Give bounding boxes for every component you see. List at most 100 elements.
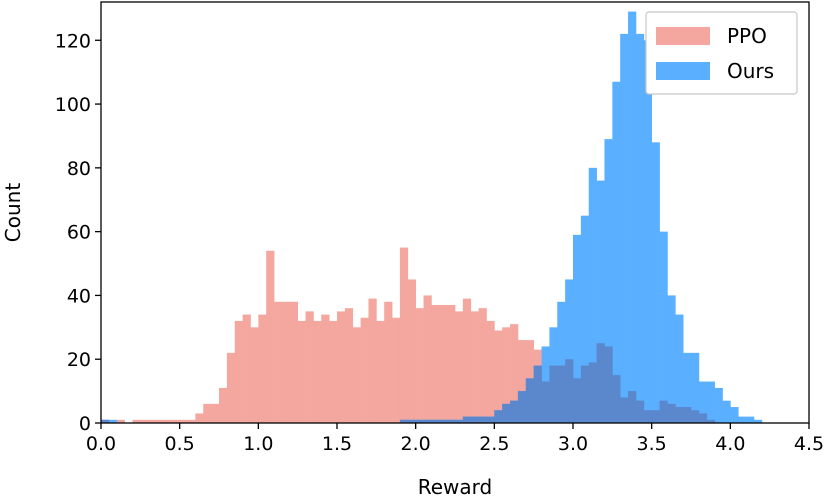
plot-frame — [100, 1, 810, 424]
overlap-bar — [620, 397, 629, 423]
overlap-bar — [101, 419, 110, 423]
ppo-bar — [156, 419, 165, 423]
ppo-bar — [407, 279, 417, 423]
x-tick-label: 2.0 — [401, 433, 431, 455]
legend-label-ppo: PPO — [727, 24, 767, 48]
x-axis-title: Reward — [418, 475, 492, 499]
ppo-bar — [510, 324, 519, 423]
ours-bar — [620, 33, 629, 423]
ours-bar — [628, 11, 637, 424]
overlap-bar — [541, 381, 550, 423]
ours-bar — [730, 407, 739, 423]
overlap-bar — [667, 403, 676, 423]
ppo-bar — [470, 311, 479, 423]
ppo-bar — [179, 419, 188, 423]
x-tick-label: 0.0 — [86, 433, 116, 455]
legend-swatch-ppo — [656, 27, 710, 45]
ours-bar — [675, 314, 684, 423]
overlap-bar — [399, 419, 409, 423]
ppo-bar — [423, 295, 432, 423]
overlap-bar — [691, 410, 700, 423]
legend-box — [645, 11, 798, 95]
ppo-bar — [368, 298, 377, 423]
y-axis-ticks: 0 20 40 60 80 100 120 — [55, 30, 101, 435]
ppo-bar — [203, 403, 212, 423]
y-tick-label: 20 — [67, 349, 91, 371]
ours-bar — [738, 416, 747, 423]
overlap-bar — [533, 365, 542, 423]
ppo-bar — [517, 340, 527, 423]
x-axis-ticks: 0.0 0.5 1.0 1.5 2.0 2.5 3.0 3.5 4.0 4.5 — [86, 423, 824, 455]
ppo-bar — [344, 308, 354, 423]
overlap-bar — [635, 400, 645, 423]
ppo-bar — [297, 320, 306, 423]
overlap-bar — [596, 343, 605, 423]
overlap-bar — [565, 359, 574, 423]
ours-bar — [604, 139, 613, 424]
ppo-bar — [132, 419, 141, 423]
overlap-bar — [407, 419, 417, 423]
ours-bar — [588, 167, 597, 423]
overlap-bar — [525, 378, 535, 423]
ppo-bar — [219, 387, 228, 423]
ppo-bar — [148, 419, 157, 423]
x-tick-label: 4.5 — [794, 433, 824, 455]
ppo-bar — [266, 250, 275, 423]
overlap-bar — [517, 391, 527, 423]
ours-bar — [691, 352, 700, 423]
ours-bar — [722, 400, 731, 423]
ours-bar — [557, 301, 566, 423]
ours-bar — [683, 352, 692, 423]
ppo-bar — [431, 304, 440, 423]
ours-bar — [753, 419, 763, 423]
overlap-bar — [706, 419, 715, 423]
y-tick-label: 0 — [79, 413, 91, 435]
ppo-bar — [289, 301, 299, 423]
overlap-bar — [604, 346, 613, 423]
x-tick-label: 0.5 — [165, 433, 195, 455]
y-axis-title: Count — [1, 183, 25, 243]
overlap-bar — [675, 407, 684, 423]
ppo-bar — [321, 314, 330, 423]
overlap-bar — [683, 407, 692, 423]
ours-bar — [746, 416, 755, 423]
overlap-bar — [423, 419, 432, 423]
ppo-bar — [392, 317, 401, 423]
overlap-bar — [510, 400, 519, 423]
legend: PPO Ours — [645, 11, 798, 95]
ppo-bar — [455, 311, 464, 423]
ppo-bar — [195, 413, 204, 423]
ppo-bar — [171, 419, 181, 423]
ppo-bar — [187, 419, 196, 423]
overlap-bar — [549, 365, 558, 423]
ppo-bar — [415, 308, 424, 423]
overlap-bar — [462, 416, 472, 423]
ppo-bar — [211, 403, 220, 423]
y-tick-label: 80 — [67, 158, 91, 180]
ours-bar — [612, 81, 621, 423]
y-tick-label: 120 — [55, 30, 91, 52]
ppo-bar — [502, 327, 511, 423]
ppo-bar — [140, 419, 149, 423]
overlap-bar — [643, 410, 653, 423]
ppo-bar — [376, 320, 385, 423]
legend-swatch-ours — [656, 62, 710, 80]
ours-bar — [651, 142, 660, 424]
ppo-bar — [305, 311, 314, 423]
y-tick-label: 60 — [67, 222, 91, 244]
ppo-bar — [226, 352, 236, 423]
ppo-bar — [163, 419, 173, 423]
ours-bar — [659, 231, 668, 423]
overlap-bar — [478, 416, 487, 423]
x-tick-label: 1.0 — [243, 433, 273, 455]
ours-bar — [580, 215, 590, 423]
overlap-bar — [573, 378, 582, 423]
ppo-bar — [258, 314, 267, 423]
overlap-bar — [502, 403, 511, 423]
overlap-bar — [486, 416, 495, 423]
overlap-bar — [494, 410, 503, 423]
overlap-bar — [447, 419, 456, 423]
ppo-bar — [234, 320, 243, 423]
ppo-bar — [439, 304, 448, 423]
